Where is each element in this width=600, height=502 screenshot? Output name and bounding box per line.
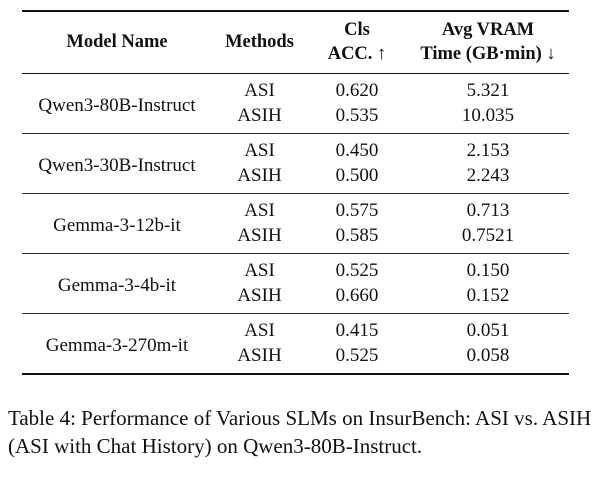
method-cell: ASIH	[237, 104, 282, 126]
table-row: ASIH 0.525 0.058	[22, 344, 569, 375]
method-cell: ASIH	[237, 164, 282, 186]
results-table-container: Model Name Methods Cls ACC. ↑ Avg VRAM T…	[22, 10, 569, 375]
method-cell: ASI	[244, 140, 275, 161]
model-name-cell: Gemma-3-4b-it	[57, 274, 177, 296]
acc-cell: 0.500	[335, 164, 379, 186]
table-row: ASIH 0.535 10.035	[22, 104, 569, 134]
acc-cell: 0.525	[335, 344, 379, 366]
acc-cell: 0.575	[335, 200, 379, 221]
acc-cell: 0.450	[335, 140, 379, 161]
vram-cell: 2.243	[466, 164, 510, 186]
table-row: ASIH 0.500 2.243	[22, 164, 569, 194]
acc-cell: 0.585	[335, 224, 379, 246]
method-cell: ASI	[244, 80, 275, 101]
header-cls-acc: Cls ACC. ↑	[307, 11, 407, 74]
model-group: Qwen3-80B-Instruct ASI 0.620 5.321 ASIH …	[22, 74, 569, 134]
method-cell: ASI	[244, 200, 275, 221]
header-vram-line2: Time (GB·min) ↓	[420, 44, 556, 64]
table-row: Gemma-3-270m-it ASI 0.415 0.051	[22, 314, 569, 356]
model-group: Qwen3-30B-Instruct ASI 0.450 2.153 ASIH …	[22, 134, 569, 194]
table-row: Qwen3-30B-Instruct ASI 0.450 2.153	[22, 134, 569, 176]
table-row: ASIH 0.585 0.7521	[22, 224, 569, 254]
vram-cell: 0.152	[466, 284, 510, 306]
model-group: Gemma-3-12b-it ASI 0.575 0.713 ASIH 0.58…	[22, 194, 569, 254]
vram-cell: 2.153	[466, 140, 510, 161]
acc-cell: 0.535	[335, 104, 379, 126]
model-group: Gemma-3-270m-it ASI 0.415 0.051 ASIH 0.5…	[22, 314, 569, 375]
model-name-cell: Gemma-3-12b-it	[53, 214, 181, 236]
table-row: ASIH 0.660 0.152	[22, 284, 569, 314]
method-cell: ASIH	[237, 344, 282, 366]
vram-cell: 5.321	[466, 80, 510, 101]
header-row: Model Name Methods Cls ACC. ↑ Avg VRAM T…	[22, 11, 569, 74]
method-cell: ASI	[244, 320, 275, 341]
acc-cell: 0.620	[335, 80, 379, 101]
method-cell: ASIH	[237, 284, 282, 306]
model-name-cell: Gemma-3-270m-it	[45, 334, 189, 356]
model-name-cell: Qwen3-80B-Instruct	[38, 94, 196, 116]
model-name-cell: Qwen3-30B-Instruct	[38, 154, 196, 176]
results-table: Model Name Methods Cls ACC. ↑ Avg VRAM T…	[22, 10, 569, 375]
vram-cell: 0.058	[466, 344, 510, 366]
model-group: Gemma-3-4b-it ASI 0.525 0.150 ASIH 0.660…	[22, 254, 569, 314]
header-vram-line1: Avg VRAM	[441, 20, 535, 40]
header-methods: Methods	[225, 32, 294, 52]
acc-cell: 0.415	[335, 320, 379, 341]
vram-cell: 0.051	[466, 320, 510, 341]
header-model-name: Model Name	[66, 32, 168, 52]
acc-cell: 0.660	[335, 284, 379, 306]
table-row: Gemma-3-12b-it ASI 0.575 0.713	[22, 194, 569, 236]
table-header: Model Name Methods Cls ACC. ↑ Avg VRAM T…	[22, 11, 569, 74]
method-cell: ASI	[244, 260, 275, 281]
header-avg-vram: Avg VRAM Time (GB·min) ↓	[407, 11, 569, 74]
acc-cell: 0.525	[335, 260, 379, 281]
header-cls-line1: Cls	[344, 20, 370, 40]
vram-cell: 0.150	[466, 260, 510, 281]
table-row: Gemma-3-4b-it ASI 0.525 0.150	[22, 254, 569, 296]
header-cls-line2: ACC. ↑	[327, 44, 387, 64]
vram-cell: 0.713	[466, 200, 510, 221]
method-cell: ASIH	[237, 224, 282, 246]
vram-cell: 10.035	[461, 104, 515, 126]
table-row: Qwen3-80B-Instruct ASI 0.620 5.321	[22, 74, 569, 116]
vram-cell: 0.7521	[461, 224, 515, 246]
table-caption: Table 4: Performance of Various SLMs on …	[8, 406, 592, 458]
